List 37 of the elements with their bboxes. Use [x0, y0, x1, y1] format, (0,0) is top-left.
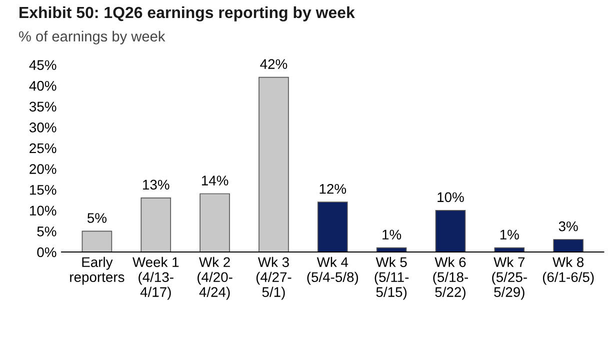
bar — [140, 198, 172, 252]
bar — [553, 239, 584, 252]
data-label: 3% — [558, 221, 578, 232]
bar — [435, 210, 466, 252]
y-tick-label: 20% — [30, 164, 56, 174]
y-tick-label: 0% — [37, 247, 56, 258]
data-label: 1% — [382, 230, 402, 240]
data-label: 42% — [260, 59, 288, 69]
bar — [82, 230, 112, 252]
data-label: 1% — [500, 230, 519, 240]
y-tick-label: 25% — [30, 143, 56, 154]
data-label: 14% — [202, 176, 228, 186]
data-label: 12% — [320, 184, 346, 194]
chart-title: Exhibit 50: 1Q26 earnings reporting by week — [20, 6, 355, 22]
x-tick-label: Wk 6 (5/18- 5/22) — [433, 256, 468, 300]
x-tick-label: Early reporters — [70, 256, 124, 285]
y-tick-label: 5% — [37, 226, 56, 236]
y-tick-label: 45% — [29, 60, 56, 70]
x-tick-label: Wk 7 (5/25- 5/29) — [492, 256, 527, 300]
y-tick-label: 35% — [29, 102, 56, 112]
data-label: 10% — [438, 192, 464, 202]
y-tick-label: 10% — [30, 206, 56, 216]
x-tick-label: Wk 5 (5/11- 5/15) — [374, 256, 409, 300]
bar — [258, 76, 289, 252]
data-label: 5% — [87, 213, 106, 223]
data-label: 13% — [143, 180, 170, 190]
x-tick-label: Wk 8 (6/1-6/5) — [542, 256, 594, 285]
y-tick-label: 30% — [29, 122, 56, 132]
bar — [200, 193, 230, 252]
y-tick-label: 40% — [29, 80, 56, 91]
x-tick-label: Wk 3 (4/27- 5/1) — [256, 256, 292, 300]
x-tick-label: Week 1 (4/13- 4/17) — [132, 256, 179, 300]
y-tick-label: 15% — [30, 184, 56, 195]
x-tick-label: Wk 4 (5/4-5/8) — [307, 256, 358, 285]
chart-subtitle: % of earnings by week — [19, 30, 166, 44]
x-tick-label: Wk 2 (4/20- 4/24) — [198, 256, 232, 300]
bar — [317, 202, 348, 252]
